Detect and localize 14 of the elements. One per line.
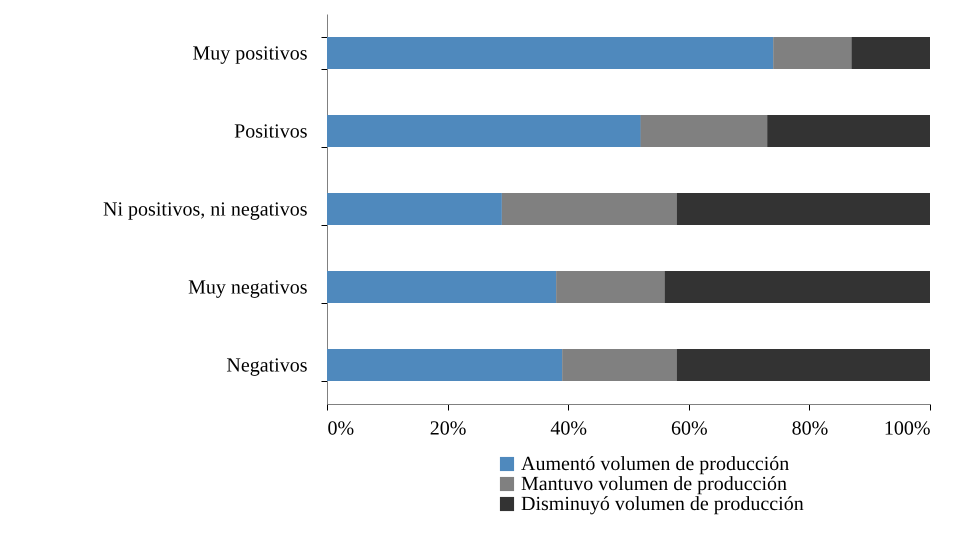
legend-label: Mantuvo volumen de producción xyxy=(521,473,788,495)
y-tick-label: Negativos xyxy=(226,354,308,376)
x-tick-label: 80% xyxy=(792,418,828,440)
y-tick-label: Ni positivos, ni negativos xyxy=(103,198,308,220)
x-tick-label: 20% xyxy=(430,418,466,440)
x-tick-label: 0% xyxy=(328,418,354,440)
x-tick-label: 60% xyxy=(670,418,708,440)
y-tick-label: Muy negativos xyxy=(188,276,308,298)
y-tick-label: Positivos xyxy=(234,120,308,142)
x-tick-label: 40% xyxy=(550,418,588,440)
legend-label: Disminuyó volumen de producción xyxy=(521,493,804,515)
legend-label: Aumentó volumen de producción xyxy=(521,453,790,475)
y-tick-label: Muy positivos xyxy=(192,42,308,64)
x-tick-label: 100% xyxy=(884,418,930,440)
